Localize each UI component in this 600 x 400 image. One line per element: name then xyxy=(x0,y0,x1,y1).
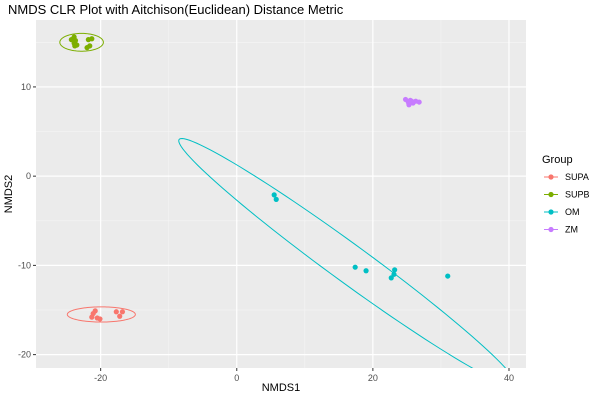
point-om-7 xyxy=(445,273,451,279)
plot-panel xyxy=(36,20,526,368)
point-om-4 xyxy=(388,275,394,281)
legend-title: Group xyxy=(542,154,573,166)
legend-label-zm: ZM xyxy=(565,225,578,235)
x-tick-label-3: 40 xyxy=(504,373,514,383)
ellipse-om xyxy=(178,138,507,368)
y-tick-label-2: 0 xyxy=(26,171,31,181)
data-points xyxy=(68,34,451,322)
point-supa-4 xyxy=(97,316,103,322)
point-zm-5 xyxy=(416,99,422,105)
legend-label-supa: SUPA xyxy=(565,172,589,182)
y-tick-label-0: -20 xyxy=(18,350,31,360)
point-supb-5 xyxy=(72,43,78,49)
x-tick-label-0: -20 xyxy=(94,373,107,383)
point-om-5 xyxy=(391,271,397,277)
x-tick-label-1: 0 xyxy=(234,373,239,383)
point-supa-6 xyxy=(119,309,126,315)
legend-key-point-om xyxy=(548,209,554,215)
y-tick-label-1: -10 xyxy=(18,260,31,270)
x-tick-label-2: 20 xyxy=(368,373,378,383)
legend-label-om: OM xyxy=(565,207,580,217)
point-zm-6 xyxy=(406,102,412,108)
legend-key-point-supa xyxy=(548,174,554,180)
ellipse-supb xyxy=(59,32,104,52)
legend-key-point-supb xyxy=(548,191,554,198)
grid-major xyxy=(36,20,526,368)
point-om-3 xyxy=(363,268,369,274)
point-zm-7 xyxy=(409,98,415,104)
point-om-6 xyxy=(392,267,398,273)
x-axis-ticks: -20 0 20 40 xyxy=(94,368,514,383)
point-supa-2 xyxy=(89,314,95,320)
point-supa-5 xyxy=(113,309,119,315)
chart-title: NMDS CLR Plot with Aitchison(Euclidean) … xyxy=(8,2,344,17)
point-supb-7 xyxy=(89,36,95,42)
y-axis-label: NMDS2 xyxy=(3,175,15,214)
legend: Group SUPA SUPB OM ZM xyxy=(542,154,590,235)
point-om-1 xyxy=(273,196,279,202)
point-om-0 xyxy=(271,192,277,198)
point-supa-7 xyxy=(117,313,123,319)
ellipse-supa xyxy=(66,306,136,323)
y-tick-label-3: 10 xyxy=(21,82,31,92)
legend-label-supb: SUPB xyxy=(565,190,590,200)
group-ellipses xyxy=(59,32,507,368)
x-axis-label: NMDS1 xyxy=(262,382,301,394)
point-supb-9 xyxy=(84,45,90,51)
legend-key-point-zm xyxy=(548,226,554,233)
point-om-2 xyxy=(352,264,358,270)
y-axis-ticks: -20 -10 0 10 xyxy=(18,82,36,360)
